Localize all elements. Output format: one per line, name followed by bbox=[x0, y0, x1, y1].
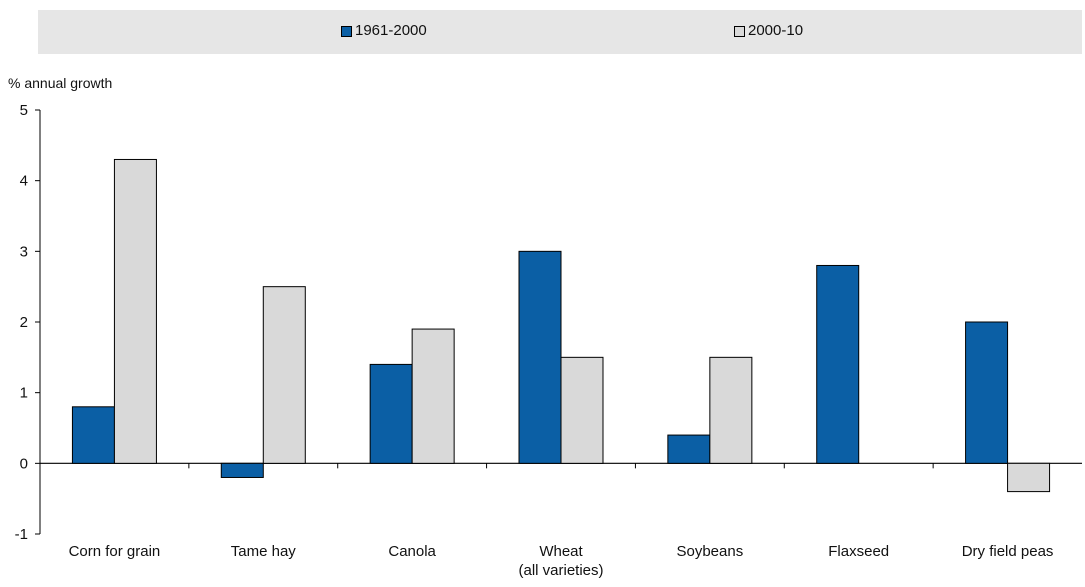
bar-2000-10-1 bbox=[262, 286, 306, 464]
y-tick-label: 4 bbox=[20, 173, 28, 190]
bar-2000-10-6 bbox=[1007, 462, 1051, 493]
x-tick-label: Canola bbox=[388, 543, 436, 560]
legend: 1961-2000 2000-10 bbox=[38, 10, 1082, 54]
y-axis-title: % annual growth bbox=[8, 75, 113, 91]
bar-2000-10-4 bbox=[709, 356, 753, 464]
x-tick-label: Flaxseed bbox=[828, 543, 889, 560]
bar-1961-2000-0 bbox=[71, 406, 115, 464]
y-tick-label: 5 bbox=[20, 102, 28, 119]
x-tick-label: Tame hay bbox=[231, 543, 297, 560]
legend-label-2000-10: 2000-10 bbox=[748, 22, 804, 39]
bar-1961-2000-4 bbox=[667, 434, 711, 464]
x-tick-label: Soybeans bbox=[676, 543, 743, 560]
bar-1961-2000-3 bbox=[518, 250, 562, 464]
bar-2000-10-2 bbox=[411, 328, 455, 464]
bar-2000-10-3 bbox=[560, 356, 604, 464]
y-tick-label: 0 bbox=[20, 455, 28, 472]
x-tick-label: Corn for grain bbox=[69, 543, 161, 560]
x-tick-label: Wheat bbox=[539, 543, 583, 560]
y-tick-label: -1 bbox=[15, 526, 28, 543]
bar-1961-2000-6 bbox=[965, 321, 1009, 464]
bar-1961-2000-1 bbox=[220, 462, 264, 478]
legend-item-2000-10: 2000-10 bbox=[734, 22, 803, 40]
bar-1961-2000-5 bbox=[816, 264, 860, 464]
bar-2000-10-0 bbox=[113, 158, 157, 464]
legend-swatch-2000-10 bbox=[734, 25, 745, 37]
legend-item-1961-2000: 1961-2000 bbox=[341, 22, 427, 40]
y-tick-label: 1 bbox=[20, 385, 28, 402]
legend-swatch-1961-2000 bbox=[341, 25, 352, 37]
bar-1961-2000-2 bbox=[369, 363, 413, 464]
legend-label-1961-2000: 1961-2000 bbox=[355, 22, 427, 39]
y-tick-label: 3 bbox=[20, 243, 28, 260]
x-tick-label: Dry field peas bbox=[962, 543, 1054, 560]
x-tick-label: (all varieties) bbox=[518, 562, 603, 579]
y-tick-label: 2 bbox=[20, 314, 28, 331]
